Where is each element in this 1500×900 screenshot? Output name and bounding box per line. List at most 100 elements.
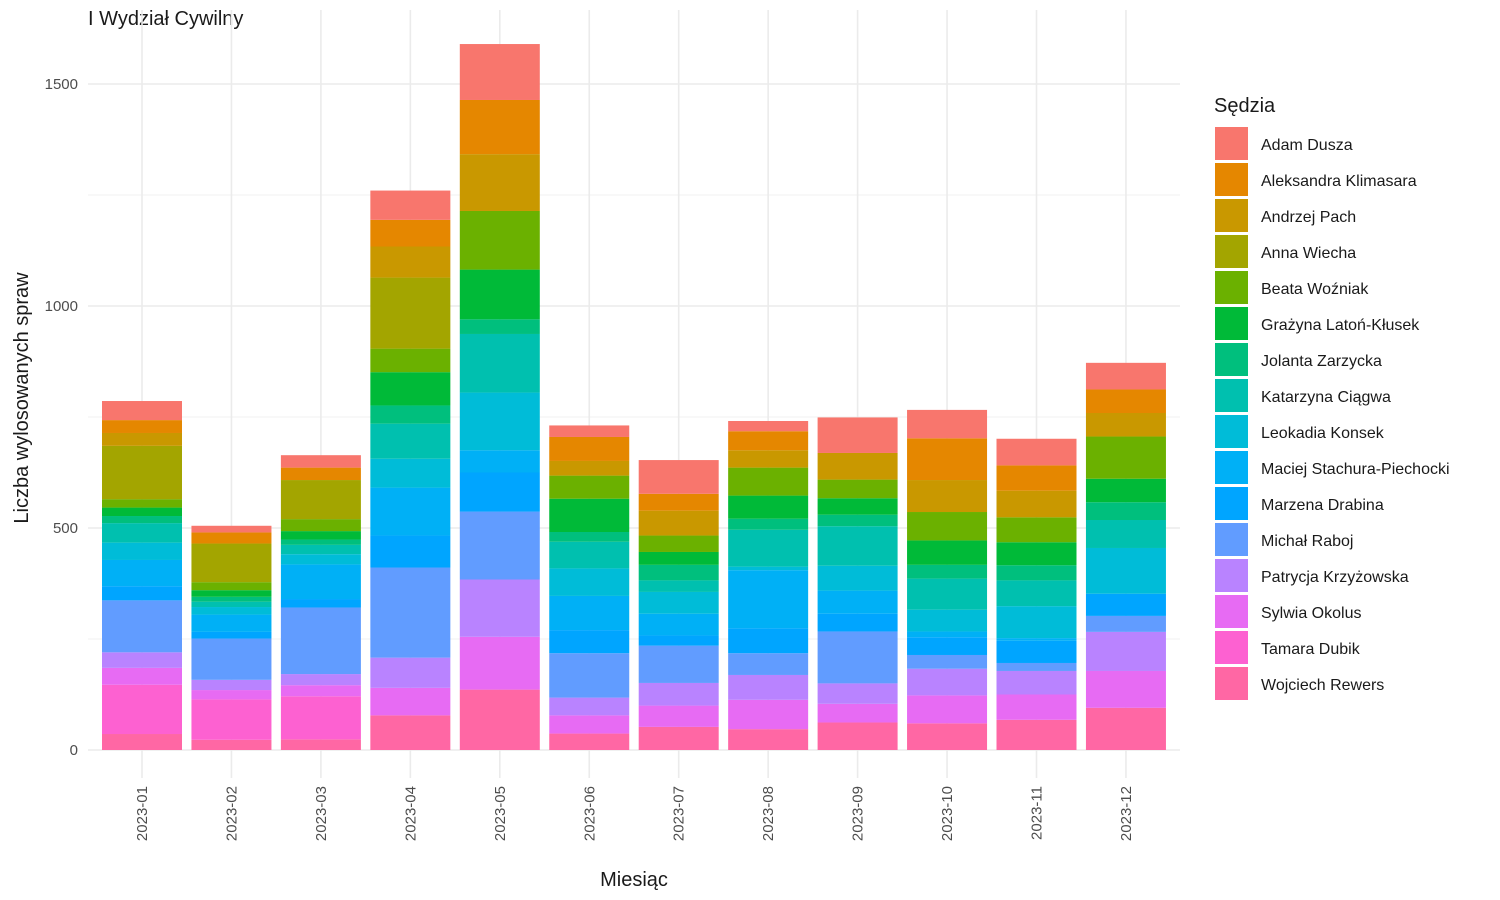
legend-label: Marzena Drabina	[1261, 497, 1384, 514]
bar-segment: Beata Woźniak 2023-09: 42	[817, 479, 898, 499]
bar-segment: Grażyna Latoń-Kłusek 2023-09: 37	[817, 498, 898, 515]
bar-segment: Michał Raboj 2023-11: 18	[996, 662, 1077, 671]
bar-segment: Jolanta Zarzycka 2023-02: 11	[191, 596, 272, 602]
bar-segment: Grażyna Latoń-Kłusek 2023-06: 75	[549, 498, 630, 532]
legend-label: Andrzej Pach	[1261, 209, 1356, 226]
bar-segment: Adam Dusza 2023-01: 43	[102, 401, 182, 421]
bar-segment: Leokadia Konsek 2023-12: 103	[1085, 547, 1166, 594]
bar-segment: Andrzej Pach 2023-09: 60	[817, 452, 898, 480]
bar-segment: Adam Dusza 2023-11: 60	[996, 438, 1077, 466]
bar-segment: Wojciech Rewers 2023-08: 47	[728, 729, 809, 750]
bar-segment: Marzena Drabina 2023-09: 40	[817, 613, 898, 632]
bar-segment: Tamara Dubik 2023-01: 111	[102, 684, 182, 735]
bar-segment: Katarzyna Ciągwa 2023-09: 89	[817, 526, 898, 566]
bar-segment: Michał Raboj 2023-06: 100	[549, 653, 630, 698]
legend-key	[1215, 271, 1248, 304]
bar-segment: Katarzyna Ciągwa 2023-02: 12	[191, 601, 272, 608]
x-tick-label: 2023-05	[492, 786, 509, 841]
legend-label: Beata Woźniak	[1261, 281, 1369, 298]
y-tick-label: 1000	[45, 298, 78, 315]
bar-segment: Jolanta Zarzycka 2023-05: 33	[459, 319, 540, 334]
bar-segment: Aleksandra Klimasara 2023-08: 43	[728, 431, 809, 451]
bar-segment: Maciej Stachura-Piechocki 2023-03: 78	[280, 564, 361, 600]
x-tick-label: 2023-11	[1029, 786, 1046, 840]
bar-segment: Adam Dusza 2023-10: 64	[907, 409, 988, 439]
bar-segment: Leokadia Konsek 2023-01: 39	[102, 542, 182, 560]
legend-label: Grażyna Latoń-Kłusek	[1261, 317, 1420, 334]
bar-segment: Wojciech Rewers 2023-10: 60	[907, 723, 988, 750]
y-axis-title: Liczba wylosowanych spraw	[11, 272, 33, 524]
legend-key	[1215, 235, 1248, 268]
bar-segment: Marzena Drabina 2023-10: 40	[907, 637, 988, 655]
legend-key	[1215, 631, 1248, 664]
bar-segment: Katarzyna Ciągwa 2023-05: 132	[459, 333, 540, 393]
bar-segment: Sylwia Okolus 2023-03: 25	[280, 685, 361, 697]
bar-segment: Michał Raboj 2023-10: 31	[907, 654, 988, 669]
legend-key	[1215, 163, 1248, 196]
bar-segment: Sylwia Okolus 2023-05: 119	[459, 636, 540, 690]
legend-key	[1215, 667, 1248, 700]
bar-segment: Leokadia Konsek 2023-10: 49	[907, 609, 988, 632]
bar-segment: Marzena Drabina 2023-04: 72	[370, 535, 451, 568]
bar-segment: Marzena Drabina 2023-01: 32	[102, 586, 182, 601]
bar-segment: Maciej Stachura-Piechocki 2023-01: 59	[102, 559, 182, 587]
legend-key	[1215, 415, 1248, 448]
bar-segment: Andrzej Pach 2023-08: 39	[728, 450, 809, 468]
bar-segment: Maciej Stachura-Piechocki 2023-02: 39	[191, 614, 272, 632]
bar-segment: Leokadia Konsek 2023-06: 62	[549, 568, 630, 596]
x-tick-label: 2023-12	[1118, 786, 1135, 841]
legend-label: Patrycja Krzyżowska	[1261, 569, 1409, 586]
bar-segment: Andrzej Pach 2023-12: 53	[1085, 413, 1166, 437]
legend-key	[1215, 595, 1248, 628]
bar-segment: Marzena Drabina 2023-05: 88	[459, 472, 540, 512]
bar-segment: Beata Woźniak 2023-07: 37	[638, 535, 719, 552]
bar-segment: Jolanta Zarzycka 2023-11: 34	[996, 565, 1077, 581]
bar-segment: Beata Woźniak 2023-08: 63	[728, 467, 809, 496]
bar-segment: Katarzyna Ciągwa 2023-10: 70	[907, 578, 988, 610]
bar-segment: Maciej Stachura-Piechocki 2023-07: 49	[638, 613, 719, 636]
bar-segment: Leokadia Konsek 2023-09: 56	[817, 565, 898, 591]
bar-segment: Anna Wiecha 2023-02: 87	[191, 543, 272, 583]
bar-segment: Jolanta Zarzycka 2023-10: 31	[907, 564, 988, 579]
bar-segment: Sylwia Okolus 2023-06: 41	[549, 715, 630, 734]
bar-segment: Marzena Drabina 2023-06: 52	[549, 630, 630, 654]
bar-segment: Katarzyna Ciągwa 2023-07: 26	[638, 580, 719, 592]
bar-segment: Patrycja Krzyżowska 2023-11: 53	[996, 670, 1077, 695]
bar-segment: Sylwia Okolus 2023-10: 63	[907, 695, 988, 724]
bar-segment: Maciej Stachura-Piechocki 2023-05: 50	[459, 450, 540, 473]
bar-segment: Leokadia Konsek 2023-04: 65	[370, 458, 451, 488]
bar-segment: Patrycja Krzyżowska 2023-05: 129	[459, 579, 540, 637]
y-tick-label: 0	[70, 742, 78, 759]
bar-segment: Sylwia Okolus 2023-07: 48	[638, 705, 719, 727]
bar-segment: Grażyna Latoń-Kłusek 2023-01: 19	[102, 507, 182, 517]
y-tick-label: 1500	[45, 76, 78, 93]
legend-key	[1215, 523, 1248, 556]
bar-segment: Michał Raboj 2023-08: 49	[728, 653, 809, 675]
legend-label: Aleksandra Klimasara	[1261, 173, 1417, 190]
bar-segment: Marzena Drabina 2023-07: 23	[638, 635, 719, 646]
x-tick-label: 2023-08	[760, 786, 777, 841]
bar-segment: Leokadia Konsek 2023-08: 8	[728, 566, 809, 571]
bar-segment: Marzena Drabina 2023-02: 15	[191, 631, 272, 639]
bar-segment: Maciej Stachura-Piechocki 2023-11: 6	[996, 638, 1077, 641]
legend-label: Adam Dusza	[1261, 137, 1353, 154]
bar-segment: Wojciech Rewers 2023-02: 23	[191, 739, 272, 750]
legend-label: Anna Wiecha	[1261, 245, 1356, 262]
bar-segment: Grażyna Latoń-Kłusek 2023-07: 29	[638, 551, 719, 565]
bar-segment: Sylwia Okolus 2023-12: 83	[1085, 670, 1166, 708]
bar-segment: Grażyna Latoń-Kłusek 2023-12: 53	[1085, 478, 1166, 503]
bar-segment: Adam Dusza 2023-07: 76	[638, 460, 719, 494]
x-tick-label: 2023-09	[850, 786, 867, 841]
bar-segment: Wojciech Rewers 2023-03: 24	[280, 739, 361, 750]
bar-segment: Aleksandra Klimasara 2023-05: 122	[459, 99, 540, 155]
bar-segment: Sylwia Okolus 2023-01: 38	[102, 667, 182, 685]
bar-segment: Katarzyna Ciągwa 2023-06: 60	[549, 541, 630, 569]
bar-segment: Michał Raboj 2023-07: 84	[638, 645, 719, 683]
x-tick-label: 2023-07	[671, 786, 688, 841]
bar-segment: Beata Woźniak 2023-11: 56	[996, 517, 1077, 543]
legend-title: Sędzia	[1214, 95, 1276, 117]
bar-segment: Andrzej Pach 2023-07: 56	[638, 510, 719, 536]
bar-segment: Leokadia Konsek 2023-02: 17	[191, 607, 272, 615]
bar-segment: Michał Raboj 2023-04: 203	[370, 567, 451, 658]
bar-segment: Grażyna Latoń-Kłusek 2023-08: 52	[728, 495, 809, 519]
